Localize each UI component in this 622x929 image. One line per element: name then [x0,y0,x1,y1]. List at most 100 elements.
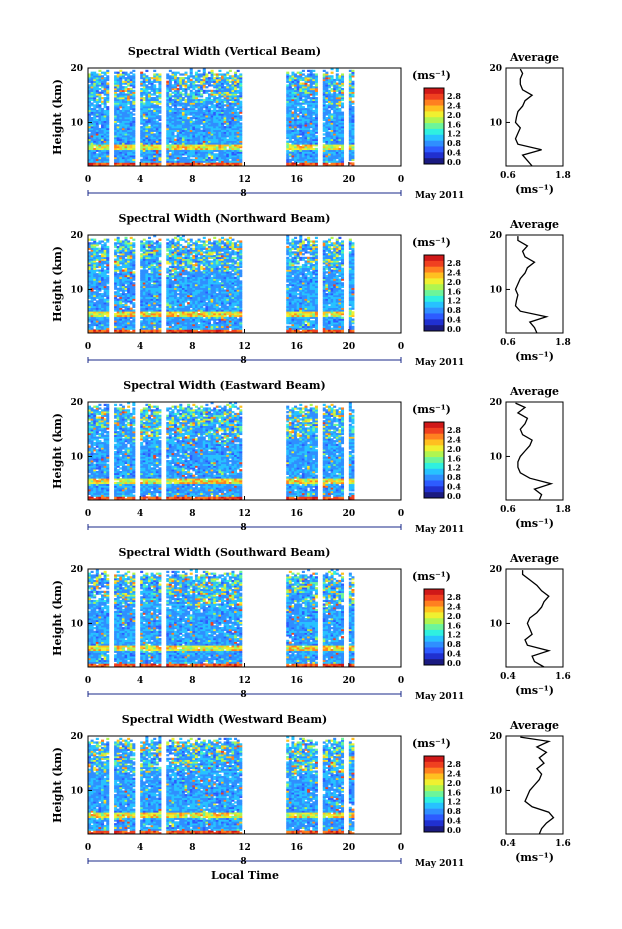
heatmap-cell [147,107,151,111]
heatmap-cell [116,126,120,129]
heatmap-cell [93,155,97,158]
heatmap-cell [127,322,131,325]
heatmap-cell [145,244,149,247]
heatmap-cell [142,106,146,109]
heatmap-cell [127,291,131,294]
heatmap-cell [158,135,162,138]
heatmap-cell [228,86,232,89]
heatmap-cell [153,256,157,259]
heatmap-cell [338,102,342,105]
heatmap-cell [101,293,105,296]
heatmap-cell [153,291,157,294]
heatmap-cell [145,131,149,134]
heatmap-cell [150,100,154,103]
heatmap-cell [127,113,131,116]
heatmap-cell [158,126,162,129]
heatmap-cell [155,113,159,116]
heatmap-cell [90,307,94,310]
heatmap-cell [187,160,191,163]
heatmap-cell [312,118,316,122]
heatmap-cell [106,118,110,122]
heatmap-cell [301,77,305,80]
heatmap-cell [101,320,105,323]
heatmap-cell [121,164,125,167]
heatmap-cell [335,84,339,87]
heatmap-cell [147,142,151,145]
heatmap-cell [335,93,339,96]
heatmap-cell [286,120,290,123]
heatmap-cell [124,269,128,272]
heatmap-cell [187,84,191,87]
heatmap-cell [312,111,316,114]
heatmap-cell [127,265,131,269]
heatmap-cell [174,307,178,310]
heatmap-cell [121,242,125,245]
heatmap-cell [327,118,331,122]
heatmap-cell [90,86,94,89]
heatmap-cell [90,142,94,145]
heatmap-cell [335,117,339,120]
heatmap-cell [174,80,178,83]
heatmap-cell [150,273,154,276]
heatmap-cell [294,86,298,89]
heatmap-cell [351,153,355,156]
heatmap-cell [147,294,151,298]
heatmap-cell [101,251,105,254]
heatmap-cell [197,73,201,76]
heatmap-cell [236,136,240,140]
heatmap-cell [312,133,316,136]
heatmap-cell [197,149,201,152]
heatmap-cell [129,120,133,123]
heatmap-cell [119,126,123,129]
heatmap-cell [147,106,151,109]
colorbar-swatch [424,123,444,130]
heatmap-cell [171,240,175,243]
heatmap-cell [142,267,146,270]
heatmap-cell [150,156,154,160]
heatmap-cell [132,164,136,167]
heatmap-cell [145,164,149,167]
heatmap-cell [142,124,146,127]
heatmap-cell [127,293,131,296]
heatmap-cell [294,84,298,87]
heatmap-cell [239,117,243,120]
heatmap-cell [312,100,316,103]
heatmap-cell [106,155,110,158]
heatmap-cell [90,84,94,87]
heatmap-cell [119,331,123,334]
heatmap-cell [119,293,123,296]
heatmap-cell [88,287,92,290]
heatmap-cell [155,294,159,298]
heatmap-cell [95,77,99,80]
heatmap-cell [95,256,99,259]
heatmap-cell [312,102,316,105]
heatmap-cell [119,298,123,301]
heatmap-cell [116,294,120,298]
heatmap-cell [234,142,238,145]
heatmap-cell [101,107,105,111]
heatmap-cell [158,164,162,167]
heatmap-cell [215,155,219,158]
heatmap-cell [309,98,313,102]
heatmap-cell [338,80,342,83]
heatmap-cell [174,138,178,141]
heatmap-cell [98,160,102,163]
heatmap-cell [325,109,329,112]
heatmap-cell [291,162,295,165]
heatmap-cell [200,95,204,98]
heatmap-cell [101,109,105,112]
heatmap-cell [98,77,102,80]
heatmap-cell [103,131,107,134]
heatmap-cell [299,149,303,152]
heatmap-cell [239,164,243,167]
heatmap-cell [171,117,175,120]
heatmap-cell [286,86,290,89]
heatmap-cell [327,155,331,158]
heatmap-cell [325,95,329,98]
heatmap-cell [121,136,125,140]
heatmap-cell [348,153,352,156]
heatmap-cell [145,276,149,279]
heatmap-cell [153,296,157,299]
heatmap-cell [114,151,118,154]
heatmap-cell [205,75,209,78]
